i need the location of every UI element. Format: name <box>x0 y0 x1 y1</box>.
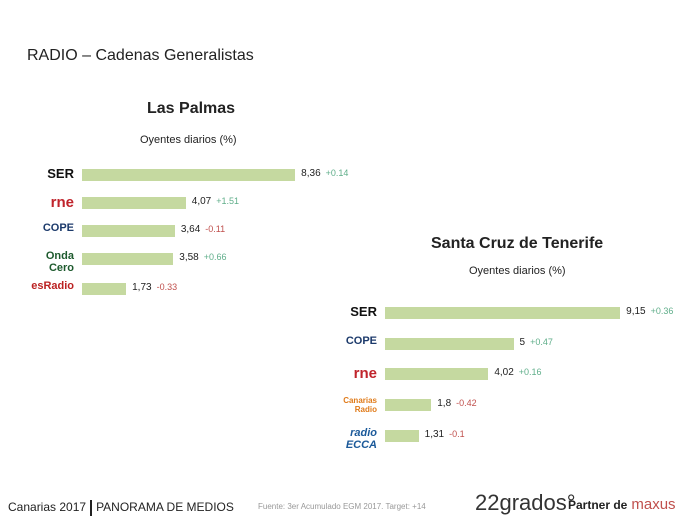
page-title: RADIO – Cadenas Generalistas <box>27 47 254 64</box>
station-logo: radio ECCA <box>345 427 377 451</box>
change-label: +0.14 <box>325 168 349 178</box>
partner-text: Partner de <box>568 498 628 512</box>
partner-logo: maxus <box>631 496 676 513</box>
value: 4,07 <box>191 196 212 207</box>
station-logo: COPE <box>42 222 74 234</box>
station-logo: COPE <box>345 335 377 347</box>
value: 1,73 <box>132 282 152 293</box>
value-label: 9,15 +0.36 <box>626 306 673 317</box>
bar <box>385 399 432 411</box>
bar <box>385 338 514 350</box>
value: 3,64 <box>180 224 201 235</box>
bar <box>385 368 489 380</box>
value-label: 1,31 -0.1 <box>425 429 465 440</box>
value-label: 8,36 +0.14 <box>301 168 348 179</box>
chart-title: Las Palmas <box>147 100 236 117</box>
change-label: -0.42 <box>456 398 477 408</box>
value-label: 4,07 +1.51 <box>192 196 239 207</box>
change-label: -0.11 <box>205 224 226 234</box>
brand-logo: 22grados° <box>475 490 576 515</box>
value: 4,02 <box>494 367 514 378</box>
source-note: Fuente: 3er Acumulado EGM 2017. Target: … <box>258 502 426 511</box>
value: 5 <box>519 337 526 348</box>
bar <box>82 225 175 237</box>
bar <box>82 253 174 265</box>
station-logo: rne <box>50 194 74 211</box>
station-logo: rne <box>353 365 377 382</box>
chart-subtitle: Oyentes diarios (%) <box>140 134 237 146</box>
change-label: +0.36 <box>650 306 674 316</box>
change-label: +1.51 <box>216 196 240 206</box>
bar <box>385 430 419 442</box>
footer-publication: PANORAMA DE MEDIOS <box>96 500 234 515</box>
station-logo: esRadio <box>31 280 74 292</box>
value: 1,31 <box>424 429 445 440</box>
partner-label: Partner de maxus <box>568 496 676 513</box>
change-label: +0.47 <box>530 337 553 347</box>
value-label: 3,64 -0.11 <box>181 224 225 235</box>
change-label: +0.66 <box>203 252 227 262</box>
bar <box>82 283 127 295</box>
value: 3,58 <box>179 252 199 263</box>
change-label: +0.16 <box>518 367 542 377</box>
value-label: 1,8 -0.42 <box>437 398 476 409</box>
change-label: -0.33 <box>156 282 178 292</box>
station-logo: SER <box>350 304 377 319</box>
change-label: -0.1 <box>449 429 465 439</box>
station-logo: Onda Cero <box>45 250 74 274</box>
bar <box>385 307 621 319</box>
bar <box>82 169 296 181</box>
footer-year: Canarias 2017 <box>8 500 87 515</box>
value-label: 5 +0.47 <box>520 337 553 348</box>
value-label: 3,58 +0.66 <box>179 252 226 263</box>
chart-title: Santa Cruz de Tenerife <box>431 235 604 252</box>
footer-title: Canarias 2017 PANORAMA DE MEDIOS <box>8 500 234 516</box>
value: 9,15 <box>626 306 646 317</box>
value: 8,36 <box>301 168 321 179</box>
value: 1,8 <box>437 398 452 409</box>
station-logo: SER <box>47 166 74 181</box>
value-label: 1,73 -0.33 <box>132 282 177 293</box>
chart-subtitle: Oyentes diarios (%) <box>469 265 566 277</box>
station-logo: Canarias Radio <box>343 396 377 414</box>
bar <box>82 197 186 209</box>
value-label: 4,02 +0.16 <box>494 367 541 378</box>
